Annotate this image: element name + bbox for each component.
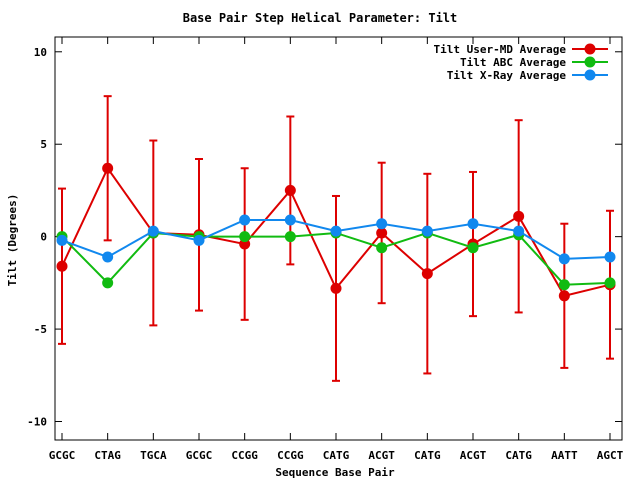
x-tick-label: TGCA [140, 449, 167, 462]
data-point [558, 279, 570, 291]
data-point [330, 282, 342, 294]
y-tick-label: 10 [34, 46, 47, 59]
x-tick-label: GCGC [186, 449, 213, 462]
data-point [467, 218, 479, 230]
data-point [239, 214, 251, 226]
data-point [102, 277, 114, 289]
x-tick-label: AGCT [597, 449, 624, 462]
series-3 [56, 214, 616, 265]
x-tick-label: GCGC [49, 449, 76, 462]
y-tick-label: -5 [34, 323, 47, 336]
y-axis: 10 5 0 -5 -10 [27, 46, 622, 429]
data-point [604, 277, 616, 289]
data-point [513, 225, 525, 237]
y-tick-label: 0 [40, 231, 47, 244]
data-point [513, 210, 525, 222]
data-point [284, 184, 296, 196]
data-point [558, 290, 570, 302]
x-tick-label: CTAG [94, 449, 121, 462]
x-tick-label: CATG [323, 449, 350, 462]
chart-title: Base Pair Step Helical Parameter: Tilt [183, 11, 458, 25]
x-tick-label: ACGT [460, 449, 487, 462]
legend-label: Tilt ABC Average [460, 56, 566, 69]
legend-marker [584, 43, 596, 55]
data-point [376, 242, 388, 254]
legend-marker [584, 56, 596, 68]
y-tick-label: 5 [40, 138, 47, 151]
data-point [376, 218, 388, 230]
data-point [467, 242, 479, 254]
data-point [239, 231, 251, 243]
data-point [558, 253, 570, 265]
data-point [102, 162, 114, 174]
x-tick-label: ACGT [368, 449, 395, 462]
series-layer [56, 95, 616, 382]
data-point [147, 225, 159, 237]
x-tick-label: CATG [505, 449, 532, 462]
x-axis-label: Sequence Base Pair [275, 466, 395, 479]
data-point [421, 225, 433, 237]
x-tick-label: AATT [551, 449, 578, 462]
data-point [604, 251, 616, 263]
legend-label: Tilt X-Ray Average [447, 69, 567, 82]
legend-label: Tilt User-MD Average [434, 43, 567, 56]
data-point [421, 268, 433, 280]
y-axis-label: Tilt (Degrees) [6, 194, 19, 287]
x-tick-label: CATG [414, 449, 441, 462]
x-tick-label: CCGG [277, 449, 304, 462]
y-tick-label: -10 [27, 416, 47, 429]
data-point [102, 251, 114, 263]
data-point [284, 231, 296, 243]
data-point [56, 234, 68, 246]
plot-frame [54, 36, 623, 441]
data-point [56, 260, 68, 272]
data-point [284, 214, 296, 226]
data-point [193, 234, 205, 246]
x-tick-label: CCGG [231, 449, 258, 462]
data-point [330, 225, 342, 237]
legend-marker [584, 69, 596, 81]
data-point [376, 227, 388, 239]
x-axis: GCGC CTAG TGCA GCGC CCGG CCGG CATG ACGT CATG ACGT… [49, 37, 624, 462]
